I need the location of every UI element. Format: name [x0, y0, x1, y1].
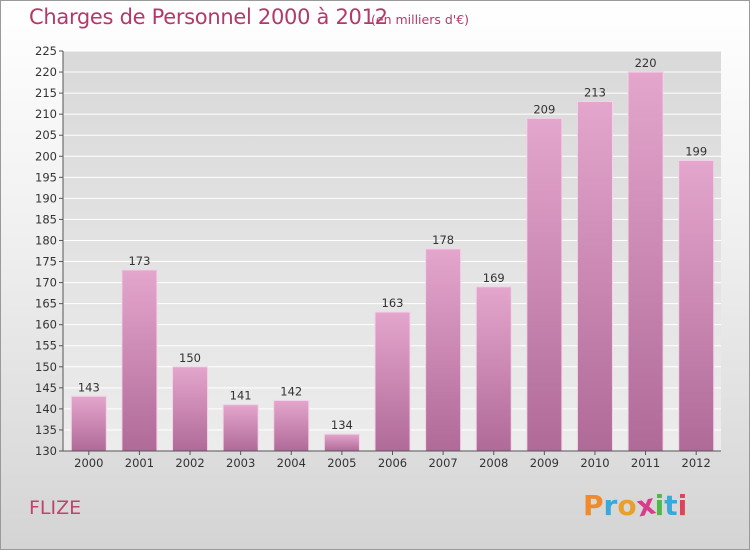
- logo-letter: i: [677, 489, 688, 522]
- y-tick-label: 225: [35, 44, 57, 58]
- bar-2002: [172, 366, 209, 452]
- x-tick-label-2002: 2002: [175, 456, 204, 470]
- x-tick-label-2006: 2006: [378, 456, 407, 470]
- bar-2008: [475, 286, 512, 452]
- y-tick-label: 220: [35, 65, 57, 79]
- y-tick-label: 210: [35, 107, 57, 121]
- data-label-2005: 134: [331, 418, 353, 432]
- y-tick-label: 140: [35, 402, 57, 416]
- bar-2005: [323, 433, 360, 452]
- logo-letter: P: [583, 489, 604, 522]
- bar-2001: [121, 269, 158, 452]
- x-tick-label-2008: 2008: [479, 456, 508, 470]
- x-tick-label-2007: 2007: [428, 456, 457, 470]
- town-name: FLIZE: [29, 497, 82, 519]
- y-tick-label: 150: [35, 360, 57, 374]
- logo-letter: o: [617, 489, 637, 522]
- data-label-2009: 209: [533, 102, 555, 116]
- logo-letter: r: [603, 489, 618, 522]
- y-tick-label: 155: [35, 339, 57, 353]
- y-tick-label: 180: [35, 233, 57, 247]
- bar-2006: [374, 311, 411, 452]
- y-tick-label: 200: [35, 149, 57, 163]
- data-label-2000: 143: [78, 380, 100, 394]
- data-label-2012: 199: [685, 144, 707, 158]
- data-label-2008: 169: [483, 271, 505, 285]
- data-label-2003: 141: [230, 389, 252, 403]
- x-tick-label-2005: 2005: [327, 456, 356, 470]
- x-axis-ticks: 2000 2001 2002 2003 2004 2005 2006 2007 2008 2009…: [74, 451, 711, 470]
- x-tick-label-2000: 2000: [74, 456, 103, 470]
- x-tick-label-2001: 2001: [125, 456, 154, 470]
- proxiti-logo: Proxiti: [583, 487, 688, 523]
- y-tick-label: 130: [35, 444, 57, 458]
- x-tick-label-2004: 2004: [277, 456, 306, 470]
- x-tick-label-2011: 2011: [631, 456, 660, 470]
- y-tick-label: 170: [35, 276, 57, 290]
- data-label-2006: 163: [382, 296, 404, 310]
- data-labels: 143 173 150 141 142 134 163 178 169 209 213 220 199: [78, 56, 707, 432]
- x-tick-label-2010: 2010: [580, 456, 609, 470]
- y-axis-ticks: 130 135 140 145 150 155 160 165 170 175 180 185 190 1…: [35, 44, 64, 458]
- bar-2000: [70, 395, 107, 452]
- chart-title: Charges de Personnel 2000 à 2012: [29, 5, 388, 29]
- logo-letter: t: [664, 489, 678, 522]
- y-tick-label: 175: [35, 255, 57, 269]
- bar-2010: [576, 101, 613, 452]
- x-tick-label-2003: 2003: [226, 456, 255, 470]
- y-tick-label: 195: [35, 170, 57, 184]
- bars: [70, 71, 715, 452]
- x-tick-label-2012: 2012: [682, 456, 711, 470]
- bar-2004: [273, 399, 310, 452]
- y-tick-label: 205: [35, 128, 57, 142]
- bar-2011: [627, 71, 664, 452]
- x-tick-label-2009: 2009: [530, 456, 559, 470]
- y-tick-label: 165: [35, 297, 57, 311]
- y-tick-label: 160: [35, 318, 57, 332]
- y-tick-label: 145: [35, 381, 57, 395]
- y-tick-label: 215: [35, 86, 57, 100]
- y-tick-label: 185: [35, 212, 57, 226]
- data-label-2001: 173: [128, 254, 150, 268]
- data-label-2002: 150: [179, 351, 201, 365]
- data-label-2007: 178: [432, 233, 454, 247]
- data-label-2011: 220: [635, 56, 657, 70]
- data-label-2004: 142: [280, 384, 302, 398]
- data-label-2010: 213: [584, 86, 606, 100]
- y-tick-label: 135: [35, 423, 57, 437]
- bar-2009: [526, 117, 563, 452]
- logo-letter: i: [654, 489, 665, 522]
- bar-2012: [678, 159, 715, 452]
- bar-2007: [425, 248, 462, 452]
- bar-2003: [222, 404, 259, 452]
- chart-subtitle: (en milliers d'€): [371, 12, 470, 27]
- y-tick-label: 190: [35, 191, 57, 205]
